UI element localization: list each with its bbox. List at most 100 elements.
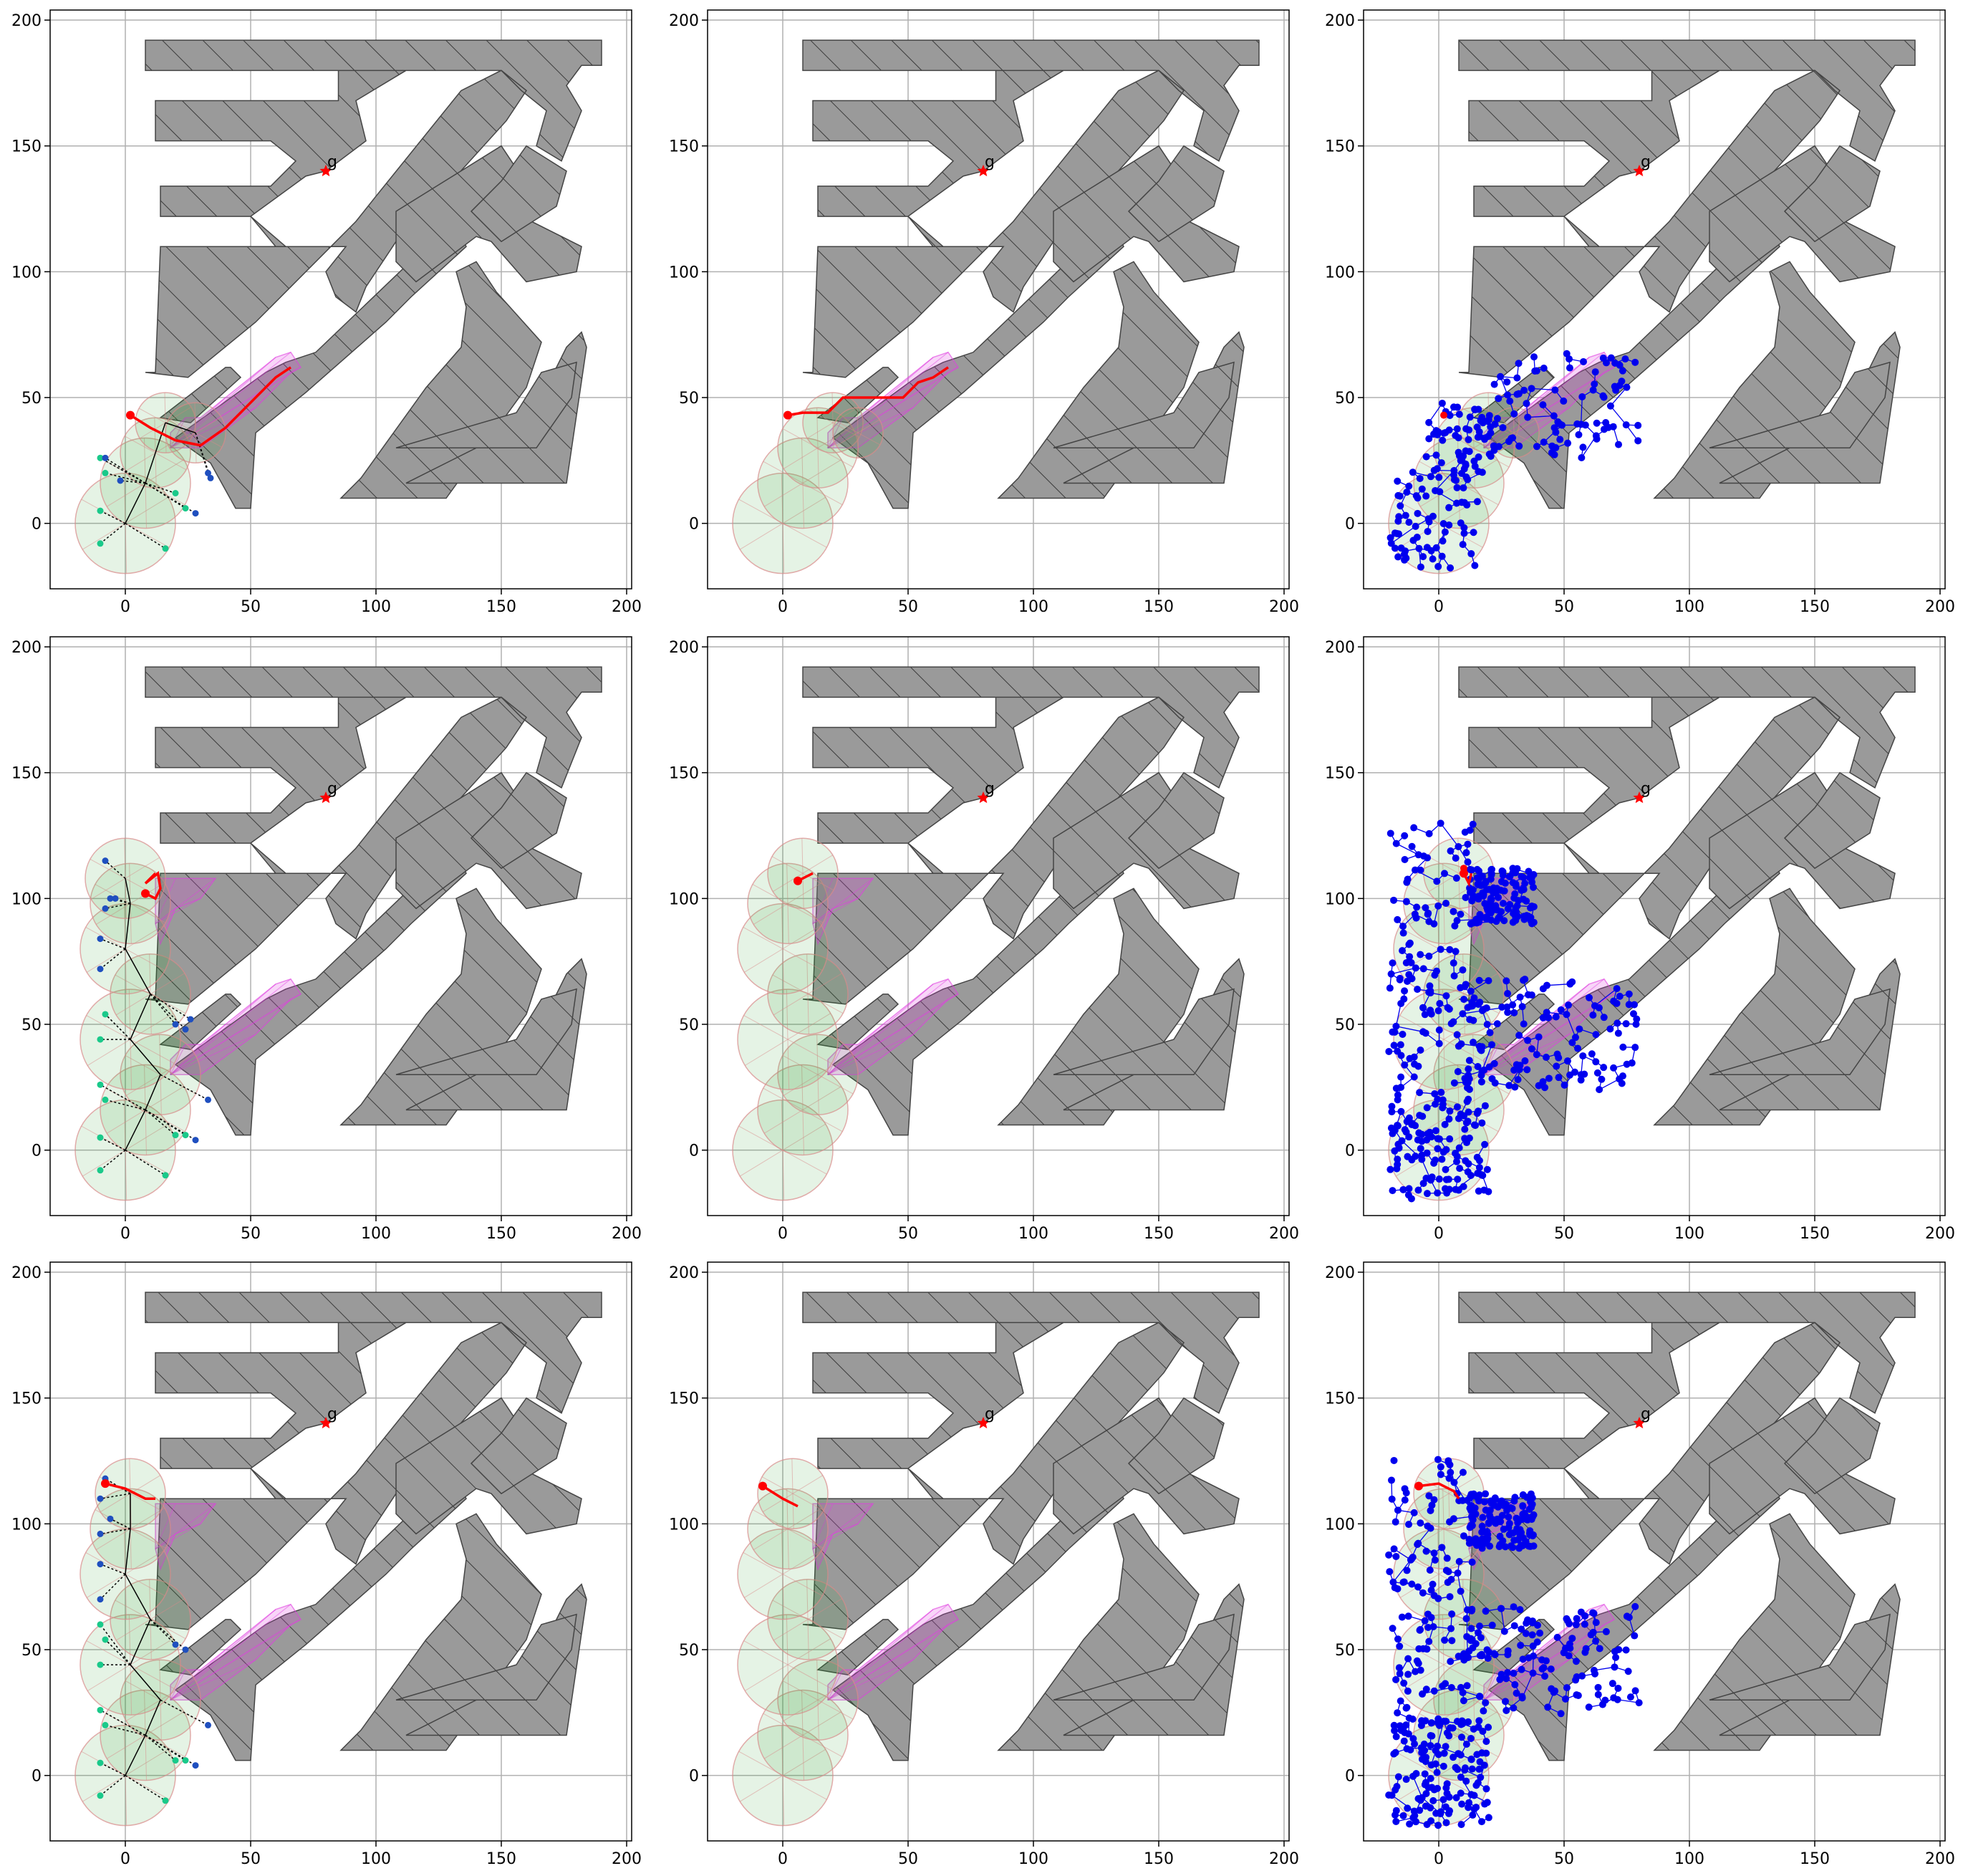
- tree-node: [1452, 1150, 1460, 1158]
- tree-node: [1550, 412, 1558, 420]
- tree-node: [1521, 1057, 1529, 1065]
- region-spoke: [763, 483, 804, 507]
- region-spoke: [787, 1039, 832, 1064]
- tree-node: [1440, 1749, 1448, 1757]
- region-spoke: [787, 903, 824, 923]
- tree-node: [1422, 492, 1430, 500]
- tree-node: [1407, 1746, 1414, 1754]
- tree-node: [1386, 829, 1394, 837]
- panel-r3c2: g 0 50 100 150 200 0 50 100 150 200: [669, 1261, 1299, 1868]
- graph-node-green: [182, 1757, 189, 1764]
- tree-node: [1528, 1631, 1536, 1639]
- goal-marker: [1633, 164, 1646, 177]
- tree-node: [1467, 550, 1475, 558]
- y-tick-label: 200: [11, 639, 42, 657]
- tree-node: [1544, 1703, 1552, 1711]
- x-tick-label: 50: [241, 1850, 261, 1868]
- tree-node: [1430, 1496, 1438, 1504]
- region-spoke: [130, 1507, 165, 1529]
- tree-node: [1386, 984, 1394, 992]
- y-tick-label: 150: [669, 1390, 699, 1408]
- region-spoke: [739, 1775, 783, 1802]
- y-tick-label: 100: [669, 264, 699, 282]
- tree-node: [1454, 403, 1462, 411]
- tree-node: [1530, 353, 1538, 361]
- tree-node: [1464, 1117, 1472, 1125]
- tree-node: [1533, 1051, 1540, 1059]
- tree-node: [1576, 1025, 1583, 1033]
- tree-node: [1491, 443, 1499, 451]
- tree-node: [1416, 474, 1424, 482]
- tree-node: [1486, 1029, 1494, 1036]
- region-spoke: [857, 408, 859, 433]
- tree-node: [1502, 977, 1510, 985]
- tree: [1385, 819, 1641, 1203]
- tree-node: [1585, 994, 1593, 1001]
- graph-node-blue: [102, 905, 109, 912]
- tree-node: [1409, 1735, 1417, 1743]
- tree-node: [1441, 870, 1449, 877]
- tree-node: [1424, 909, 1432, 917]
- graph-edge: [100, 1709, 146, 1736]
- region-spoke: [125, 1150, 170, 1175]
- y-tick-label: 100: [1325, 264, 1355, 282]
- tree-node: [1389, 1625, 1397, 1632]
- region-spoke: [125, 948, 127, 994]
- corridor-fan-line: [827, 372, 949, 448]
- region-spoke: [1438, 1775, 1441, 1826]
- tree-node: [1402, 1721, 1410, 1729]
- tree-node: [1465, 1718, 1472, 1726]
- y-tick-label: 0: [32, 1768, 42, 1786]
- corridor-fan-line: [170, 1669, 186, 1701]
- obstacle: [1783, 145, 1881, 243]
- tree-node: [1404, 1655, 1412, 1663]
- tree-node: [1438, 399, 1446, 407]
- tree-node: [1533, 443, 1540, 451]
- tree-node: [1600, 393, 1608, 401]
- tree-node: [1427, 1804, 1434, 1812]
- region-spoke: [95, 903, 131, 925]
- tree-node: [1612, 1653, 1620, 1661]
- corridor-fan-line: [827, 1659, 914, 1701]
- tree-node: [1433, 877, 1441, 885]
- graph-node-green: [97, 507, 104, 514]
- axes-frame: [49, 9, 632, 590]
- obstacle: [802, 39, 1260, 378]
- y-tick-label: 0: [32, 1143, 42, 1160]
- tree-node: [1475, 1693, 1483, 1701]
- corridor-fan-line: [1483, 1659, 1570, 1701]
- tree-node: [1460, 996, 1468, 1004]
- tree-node: [1482, 1004, 1490, 1012]
- region-spoke: [817, 1074, 819, 1115]
- region-spoke: [150, 994, 186, 1014]
- tree-node: [1497, 877, 1505, 885]
- tree-node: [1411, 866, 1419, 874]
- region-spoke: [781, 1100, 783, 1150]
- region-spoke: [783, 447, 819, 469]
- plot-area: g: [50, 637, 632, 1216]
- tree-node: [1454, 1569, 1462, 1577]
- tree-node: [1452, 1794, 1460, 1802]
- graph-edge: [105, 1724, 146, 1736]
- region-spoke: [772, 974, 809, 995]
- tree-node: [1427, 1006, 1434, 1014]
- region-spoke: [806, 1579, 809, 1620]
- tree-node: [1451, 922, 1459, 930]
- y-tick-label: 200: [669, 1264, 699, 1282]
- tree-node: [1446, 1135, 1454, 1143]
- tree-node: [1422, 904, 1429, 912]
- y-tick-label: 0: [32, 516, 42, 534]
- tree-node: [1481, 1102, 1489, 1110]
- start-point: [783, 410, 792, 420]
- tree-node: [1540, 1664, 1548, 1672]
- tree-node: [1593, 419, 1601, 427]
- tree-node: [1401, 1061, 1409, 1069]
- region-spoke: [100, 1493, 131, 1513]
- tree-node: [1574, 1692, 1582, 1700]
- tree-node: [1540, 1672, 1548, 1680]
- panel-r1c1: g 0 50 100 150 200 0 50 100 150 200: [11, 9, 642, 616]
- region-spoke: [762, 1493, 794, 1513]
- tree-node: [1475, 1723, 1482, 1731]
- graph-node-blue: [205, 1096, 211, 1103]
- region-spoke: [817, 448, 819, 489]
